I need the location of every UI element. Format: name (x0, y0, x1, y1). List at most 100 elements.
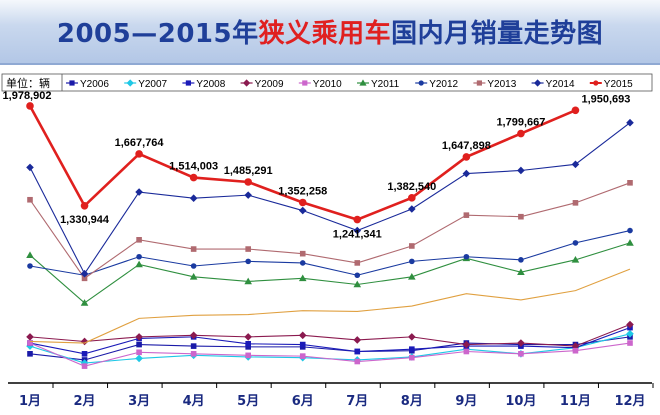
data-point (354, 260, 361, 266)
series-line (29, 182, 631, 280)
data-point (518, 213, 524, 220)
legend-label: Y2008 (196, 79, 225, 90)
series-line (29, 336, 631, 361)
data-point (299, 353, 306, 359)
data-point (189, 272, 198, 280)
data-point (135, 333, 143, 341)
data-point (244, 191, 252, 199)
title-part-subject: 国内月销量走势图 (391, 19, 604, 49)
legend-swatch-marker (302, 80, 308, 86)
series-line (29, 242, 631, 304)
x-tick-label: 3月 (128, 394, 150, 409)
x-tick-label: 9月 (455, 394, 477, 409)
legend-label: Y2009 (255, 79, 284, 90)
legend-swatch-marker (359, 79, 367, 86)
data-point (81, 275, 88, 282)
data-point (190, 343, 197, 349)
data-point (244, 178, 252, 186)
data-point (518, 351, 524, 357)
data-point (81, 351, 88, 357)
data-point (353, 226, 362, 235)
data-point (80, 359, 89, 367)
data-point (626, 239, 634, 246)
data-point (190, 351, 197, 357)
data-point (517, 129, 525, 138)
series-y2013 (27, 180, 633, 282)
data-point (244, 277, 252, 285)
data-point (517, 166, 525, 175)
data-point (80, 299, 89, 306)
data-point (27, 351, 33, 357)
legend-label: Y2011 (371, 79, 400, 90)
data-point (408, 194, 416, 202)
legend-item-y2010: Y2010 (298, 79, 342, 90)
data-point (80, 337, 89, 346)
legend-item-y2012: Y2012 (415, 79, 459, 90)
data-point (298, 331, 307, 340)
x-tick-label: 5月 (237, 394, 259, 409)
x-tick-label: 11月 (560, 394, 591, 409)
series-y2009 (26, 320, 634, 350)
legend-item-y2006: Y2006 (66, 79, 109, 90)
legend-label: Y2013 (487, 79, 516, 90)
data-point (571, 106, 580, 115)
x-tick-label: 10月 (505, 394, 536, 409)
legend-item-y2011: Y2011 (357, 79, 400, 90)
series-line (29, 230, 631, 276)
legend: 单位：辆 Y2006 Y2007 Y2008 Y2009 Y2010 Y2011 Y2012 Y… (1, 73, 653, 92)
data-point (299, 260, 306, 266)
data-point (136, 237, 142, 243)
legend-swatch-marker (243, 79, 251, 87)
data-point (190, 246, 197, 252)
data-label: 1,352,258 (278, 185, 327, 197)
data-point (572, 240, 579, 246)
legend-item-y2013: Y2013 (473, 79, 517, 90)
data-point (354, 272, 361, 279)
data-point (26, 102, 34, 110)
series-y2015: 1,978,902 1,330,944 1,667,764 1,514,003 1,48… (3, 90, 631, 241)
legend-swatch-marker (69, 80, 75, 86)
legend-label: Y2006 (80, 79, 109, 90)
legend-frame (1, 73, 653, 92)
data-point (518, 257, 524, 263)
legend-label: Y2010 (313, 79, 342, 90)
data-point (245, 258, 251, 265)
legend-label: Y2015 (604, 79, 633, 90)
data-point (462, 153, 471, 161)
data-point (244, 333, 252, 341)
series-line (29, 122, 631, 275)
data-point (462, 340, 471, 349)
data-label: 1,330,944 (60, 214, 110, 226)
x-tick-label: 4月 (183, 394, 205, 409)
data-point (353, 280, 362, 288)
data-point (135, 354, 143, 363)
series-line (29, 327, 631, 355)
legend-swatch-marker (185, 80, 191, 86)
title-part-category: 狭义乘用车 (258, 19, 392, 49)
data-point (354, 348, 361, 355)
legend-item-y2015: Y2015 (589, 79, 633, 90)
data-point (26, 163, 34, 172)
series-line (29, 268, 631, 344)
data-point (353, 215, 362, 224)
data-point (136, 349, 142, 356)
data-point (80, 269, 89, 278)
data-point (409, 354, 415, 361)
data-point (463, 253, 470, 260)
data-point (136, 253, 142, 260)
data-point (353, 336, 362, 344)
data-point (298, 198, 307, 207)
x-tick-label: 8月 (401, 394, 423, 409)
legend-item-y2007: Y2007 (124, 79, 168, 90)
data-label: 1,978,902 (3, 90, 52, 102)
data-point (27, 263, 33, 269)
data-label: 1,667,764 (115, 137, 165, 149)
chart-title: 2005—2015年 狭义乘用车 国内月销量走势图 (0, 0, 660, 65)
data-point (627, 180, 633, 186)
data-label: 1,799,667 (496, 117, 545, 129)
data-point (408, 333, 416, 341)
data-label: 1,514,003 (169, 161, 218, 173)
data-point (189, 194, 198, 203)
